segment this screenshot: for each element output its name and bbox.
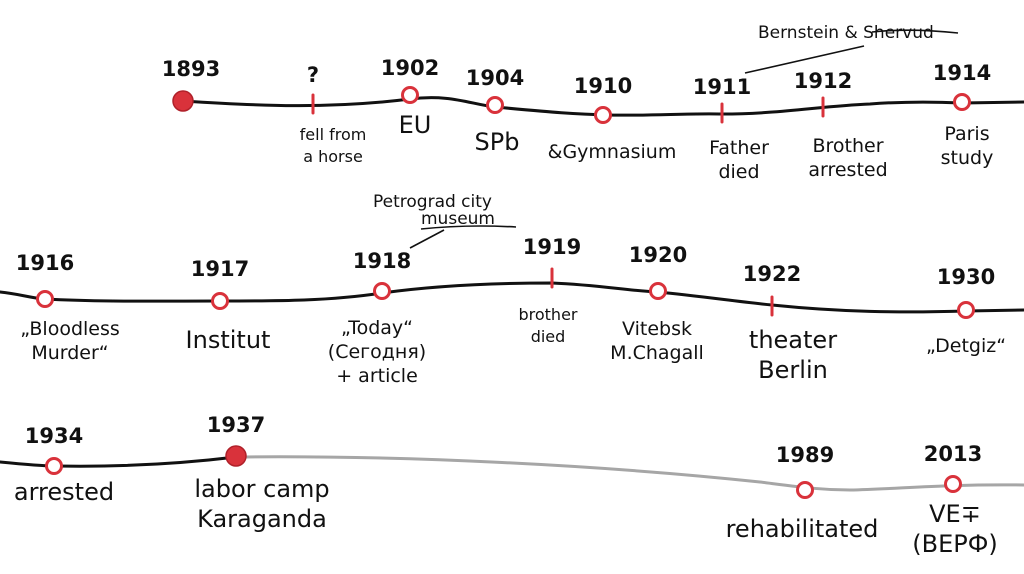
event-label: rehabilitated [726,515,879,543]
timeline-event-1910: 1910&Gymnasium [548,74,677,163]
event-dot-marker [225,445,247,467]
event-label: a horse [303,147,363,166]
event-label: Institut [186,326,271,354]
annotation-underline [871,29,959,34]
event-ring-marker [486,96,504,114]
event-year: 1910 [574,74,632,98]
event-year: 1917 [191,257,249,281]
event-label: „Detgiz“ [926,335,1006,357]
event-year: 1922 [743,262,801,286]
annotation-text: museum [421,209,495,229]
event-year: ? [307,63,319,87]
event-ring-marker [211,292,229,310]
timeline-row-2-line [0,281,1024,314]
annotation-underline [420,225,517,230]
event-year: 1912 [794,69,852,93]
timeline-event-1919: 1919 brother died [518,235,581,346]
event-ring-marker [36,290,54,308]
event-ring-marker [45,457,63,475]
event-label: Vitebsk [622,318,692,340]
event-label: Father [709,137,769,159]
event-year: 2013 [924,442,982,466]
event-label: M.Chagall [610,342,704,364]
event-label: + article [336,365,418,387]
event-year: 1902 [381,56,439,80]
event-year: 1893 [162,57,220,81]
event-ring-marker [944,475,962,493]
event-year: 1916 [16,251,74,275]
event-year: 1934 [25,424,83,448]
event-label: SPb [475,128,520,156]
event-year: 1919 [523,235,581,259]
event-label: arrested [808,159,887,181]
event-label: Murder“ [31,342,108,364]
timeline-event-unknown: ? fell from a horse [300,63,367,166]
event-year: 1930 [937,265,995,289]
event-label: arrested [14,478,114,506]
annotation-petrograd-museum: Petrograd city museum [373,192,517,249]
event-year: 1920 [629,243,687,267]
timeline-row-3-line [0,455,238,468]
event-label: Paris [944,123,989,145]
event-year: 1911 [693,75,751,99]
event-label: &Gymnasium [548,141,677,163]
event-label: (ВЕРФ) [912,530,998,558]
annotation-pointer [744,45,865,74]
event-ring-marker [401,86,419,104]
event-label: Karaganda [197,505,327,533]
annotation-text: Bernstein & Shervud [758,23,934,43]
event-ring-marker [957,301,975,319]
event-label: „Today“ [341,317,413,339]
event-label: brother [518,305,577,324]
event-label: (Сегодня) [328,341,426,363]
timeline-event-1917: 1917 Institut [186,257,271,354]
timeline-event-1893: 1893 [162,57,220,112]
timeline-event-1904: 1904 SPb [466,66,524,156]
event-ring-marker [649,282,667,300]
event-label: „Bloodless [20,318,120,340]
timeline-event-1902: 1902 EU [381,56,439,139]
timeline-row-3-gray-line [234,455,1024,492]
event-ring-marker [373,282,391,300]
event-year: 1918 [353,249,411,273]
event-label: theater [749,326,837,354]
event-label: fell from [300,125,367,144]
event-label: study [941,147,994,169]
annotation-bernstein-shervud: Bernstein & Shervud [744,23,959,74]
event-ring-marker [953,93,971,111]
event-label: EU [399,111,432,139]
event-year: 1914 [933,61,991,85]
event-label: labor camp [194,475,329,503]
timeline-event-1934: 1934 arrested [14,424,114,506]
event-year: 1904 [466,66,524,90]
timeline-event-1989: 1989 rehabilitated [726,443,879,543]
event-ring-marker [594,106,612,124]
annotation-text: Petrograd city [373,192,492,212]
event-year: 1937 [207,413,265,437]
event-dot-marker [172,90,194,112]
event-ring-marker [796,481,814,499]
event-label: Berlin [758,356,828,384]
event-year: 1989 [776,443,834,467]
event-label: Brother [812,135,883,157]
annotation-pointer [409,229,445,249]
timeline-event-1918: 1918 „Today“(Сегодня)+ article [328,249,426,387]
event-label: died [531,327,566,346]
timeline-event-1930: 1930 „Detgiz“ [926,265,1006,357]
event-label: VE∓ [929,500,981,528]
timeline-event-2013: 2013 VE∓(ВЕРФ) [912,442,998,558]
event-label: died [718,161,759,183]
